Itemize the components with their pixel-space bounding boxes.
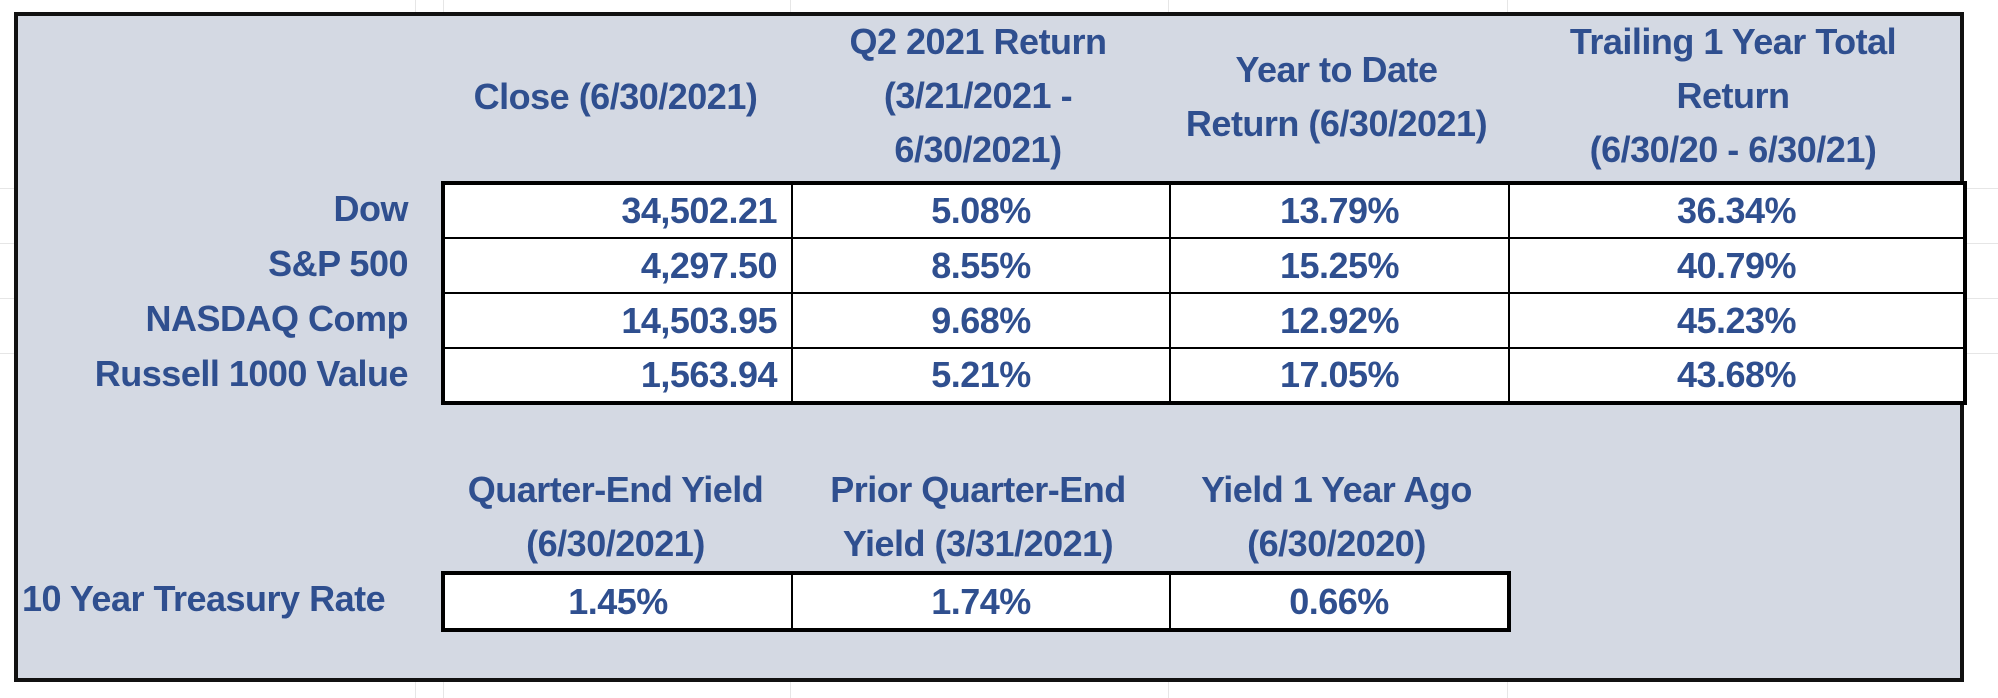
cell-q2-return: 5.08%	[791, 182, 1171, 239]
header-yield-line: Prior Quarter-End	[830, 469, 1126, 510]
header-close-line: Close (6/30/2021)	[473, 76, 758, 117]
cell-q2-return: 9.68%	[791, 292, 1171, 349]
header-ytd-line: Year to Date	[1235, 49, 1438, 90]
header-q2-return: Q2 2021 Return (3/21/2021 - 6/30/2021)	[790, 15, 1166, 177]
header-trailing-line: Return	[1676, 75, 1791, 116]
table-row: 34,502.21 5.08% 13.79% 36.34%	[442, 182, 1966, 239]
header-ytd-return: Year to Date Return (6/30/2021)	[1168, 43, 1505, 151]
cell-trailing-return: 45.23%	[1508, 292, 1966, 349]
header-yield-line: Yield 1 Year Ago	[1201, 469, 1472, 510]
header-prior-quarter-yield: Prior Quarter-End Yield (3/31/2021)	[790, 463, 1166, 571]
cell-close: 4,297.50	[442, 237, 793, 294]
cell-close: 1,563.94	[442, 347, 793, 404]
row-label-russell: Russell 1000 Value	[94, 353, 409, 394]
header-year-ago-yield: Yield 1 Year Ago (6/30/2020)	[1168, 463, 1505, 571]
header-quarter-end-yield: Quarter-End Yield (6/30/2021)	[443, 463, 788, 571]
cell-quarter-end-yield: 1.45%	[442, 572, 793, 631]
header-yield-line: (6/30/2020)	[1247, 523, 1426, 564]
table-row: 1.45% 1.74% 0.66%	[442, 572, 1510, 631]
header-yield-line: Yield (3/31/2021)	[842, 523, 1114, 564]
header-q2-line: (3/21/2021 -	[883, 75, 1073, 116]
header-trailing-return: Trailing 1 Year Total Return (6/30/20 - …	[1507, 15, 1959, 177]
cell-ytd-return: 13.79%	[1169, 182, 1510, 239]
cell-ytd-return: 17.05%	[1169, 347, 1510, 404]
table-row: 4,297.50 8.55% 15.25% 40.79%	[442, 237, 1966, 294]
cell-q2-return: 8.55%	[791, 237, 1171, 294]
returns-table: 34,502.21 5.08% 13.79% 36.34% 4,297.50 8…	[441, 181, 1967, 405]
cell-close: 34,502.21	[442, 182, 793, 239]
row-label-sp500: S&P 500	[268, 243, 408, 284]
cell-close: 14,503.95	[442, 292, 793, 349]
cell-ytd-return: 15.25%	[1169, 237, 1510, 294]
header-trailing-line: (6/30/20 - 6/30/21)	[1589, 129, 1877, 170]
cell-prior-quarter-yield: 1.74%	[791, 572, 1171, 631]
cell-trailing-return: 40.79%	[1508, 237, 1966, 294]
cell-trailing-return: 43.68%	[1508, 347, 1966, 404]
header-close: Close (6/30/2021)	[443, 70, 788, 124]
yield-table: 1.45% 1.74% 0.66%	[441, 571, 1511, 632]
header-yield-line: (6/30/2021)	[526, 523, 705, 564]
cell-trailing-return: 36.34%	[1508, 182, 1966, 239]
header-yield-line: Quarter-End Yield	[467, 469, 764, 510]
header-trailing-line: Trailing 1 Year Total	[1569, 21, 1897, 62]
table-row: 14,503.95 9.68% 12.92% 45.23%	[442, 292, 1966, 349]
table-row: 1,563.94 5.21% 17.05% 43.68%	[442, 347, 1966, 404]
header-ytd-line: Return (6/30/2021)	[1185, 103, 1488, 144]
cell-year-ago-yield: 0.66%	[1169, 572, 1510, 631]
cell-ytd-return: 12.92%	[1169, 292, 1510, 349]
row-label-nasdaq: NASDAQ Comp	[145, 298, 409, 339]
row-label-treasury: 10 Year Treasury Rate	[22, 578, 386, 619]
header-q2-line: 6/30/2021)	[894, 129, 1062, 170]
row-label-dow: Dow	[333, 188, 409, 229]
header-q2-line: Q2 2021 Return	[849, 21, 1107, 62]
cell-q2-return: 5.21%	[791, 347, 1171, 404]
